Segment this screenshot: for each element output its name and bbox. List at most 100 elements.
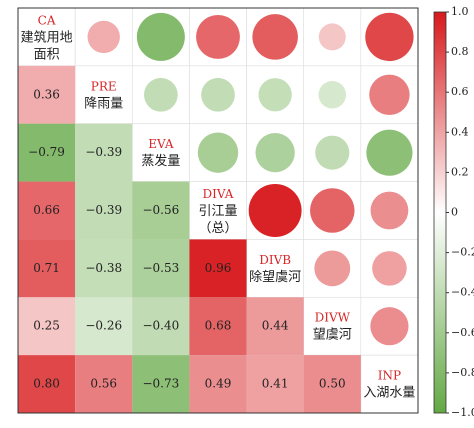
corr-circle [314,250,351,287]
cell [75,239,133,298]
cell-label: −0.39 [85,203,122,217]
cell [18,123,76,182]
corr-circle [201,77,235,112]
var-code: DIVW [315,311,351,325]
corr-circle [366,129,413,176]
corr-circle [196,14,240,59]
cell [18,65,76,124]
corr-circle [197,132,239,173]
cell-label: 0.56 [90,377,117,391]
cell-label: −0.40 [142,319,179,333]
corr-circle [248,184,302,237]
colorbar-tick-label: 1.0 [451,5,469,18]
corr-circle [136,12,185,61]
colorbar-tick-label: 0.6 [451,85,469,98]
corr-circle [252,14,298,60]
cell [75,123,133,182]
var-name: 面积 [34,47,60,62]
var-name: 引江量 [198,204,237,219]
cell [303,355,361,413]
var-code: DIVB [259,253,291,267]
cell [75,297,133,356]
colorbar-tick-label: −0.4 [451,286,474,299]
var-name: 蒸发量 [141,153,180,169]
cell-label: −0.53 [142,261,179,275]
var-name: 除望虞河 [249,269,301,285]
corr-circle [87,20,120,54]
plot-border [17,7,419,414]
cell-label: 0.71 [33,261,60,275]
colorbar [433,11,447,414]
colorbar-tick-label: −0.6 [451,326,474,339]
cell-border [246,239,305,298]
cell [189,239,247,298]
corr-circle [258,78,292,112]
cell [75,355,133,413]
corr-circle [370,307,409,346]
cell [132,297,190,356]
corr-circle [370,191,409,230]
var-code: PRE [91,79,117,93]
cell-label: −0.73 [142,377,179,391]
cell-label: 0.68 [205,319,232,333]
var-name: 入湖水量 [363,386,415,401]
cell-border [303,296,362,356]
cell-label: 0.96 [205,261,232,275]
corr-circle [318,23,346,51]
cell-border [74,65,133,125]
cell-border [189,181,247,240]
cell-label: 0.66 [33,203,60,217]
cell-border [131,123,190,182]
cell [132,181,190,240]
var-name: （总） [198,221,237,236]
cell [189,297,247,356]
var-code: EVA [148,137,174,151]
cell-border [360,354,419,414]
cell [75,181,133,240]
colorbar-tick-label: 0.4 [451,125,469,138]
cell [189,355,247,413]
colorbar-tick-label: 0.2 [451,165,469,178]
var-code: CA [38,13,56,27]
corr-circle [310,188,355,233]
corr-circle [315,135,350,170]
colorbar-tick-label: −0.8 [451,366,474,379]
cell-label: −0.79 [28,145,65,159]
colorbar-tick-label: −1.0 [451,406,474,419]
corr-circle [143,77,178,112]
cell [18,181,76,240]
cell-label: 0.36 [33,87,60,101]
cell-label: 0.44 [262,319,289,333]
colorbar-tick-label: 0.8 [451,45,469,58]
cell-label: 0.80 [33,377,60,391]
colorbar-tick-label: 0 [451,206,458,219]
cell [132,239,190,298]
corr-circle [372,251,407,286]
cell-label: 0.41 [262,377,289,391]
cell [246,355,304,413]
cell-label: −0.26 [85,319,122,333]
colorbar-tick-label: −0.2 [451,246,474,259]
cell-label: 0.50 [319,377,346,391]
cell [132,355,190,413]
cell-label: 0.49 [205,377,232,391]
var-code: DIVA [203,187,234,201]
cell [18,297,76,356]
corr-circle [369,74,410,115]
cell-label: −0.39 [85,145,122,159]
cell-label: −0.56 [142,203,179,217]
cell [246,297,304,356]
var-name: 望虞河 [313,327,352,343]
corr-circle [318,81,347,109]
cell [18,355,76,413]
var-code: INP [378,369,401,383]
var-name: 降雨量 [84,96,123,111]
cell-label: 0.25 [33,319,60,333]
cell-border [17,7,76,67]
corr-circle [255,132,295,173]
var-name: 建筑用地 [21,29,73,45]
cell-label: −0.38 [85,261,122,275]
corr-circle [365,12,414,62]
cell [18,239,76,298]
